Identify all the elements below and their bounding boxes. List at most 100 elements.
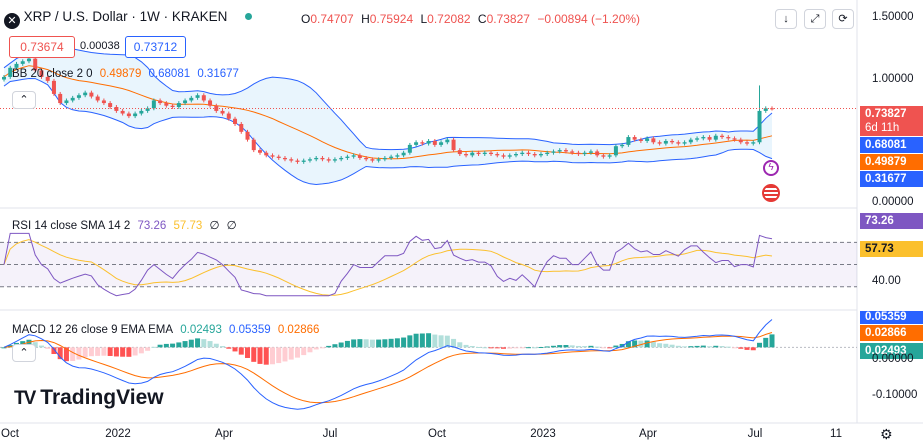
candle-body — [258, 150, 262, 153]
rsi-tick-40: 40.00 — [872, 275, 901, 287]
macd-histogram-bar — [732, 347, 738, 349]
candle-body — [507, 155, 512, 157]
candle-body — [364, 157, 369, 160]
candle-body — [220, 110, 225, 114]
candle-body — [451, 139, 456, 151]
macd-histogram-bar — [575, 345, 581, 348]
candle-body — [370, 159, 375, 161]
price-tick-1-5: 1.50000 — [872, 11, 914, 23]
macd-histogram-bar — [426, 333, 432, 348]
rsi-sma-value: 57.73 — [173, 220, 203, 232]
macd-name[interactable]: MACD 12 26 close 9 EMA EMA — [12, 324, 174, 336]
candle-body — [282, 157, 287, 160]
macd-histogram-bar — [607, 347, 613, 349]
macd-histogram-bar — [650, 341, 656, 348]
candle-body — [395, 155, 400, 157]
collapse-macd-icon[interactable]: ⌃ — [12, 344, 36, 362]
screenshot-button[interactable]: ⟳ — [832, 9, 854, 29]
candle-body — [357, 155, 362, 158]
price-tick-1-0: 1.00000 — [872, 73, 914, 85]
collapse-legend-icon[interactable]: ⌃ — [12, 91, 36, 109]
macd-histogram-bar — [151, 346, 157, 348]
high-label: H — [361, 12, 370, 26]
candle-body — [289, 159, 294, 161]
candle-body — [332, 159, 337, 161]
macd-histogram-bar — [544, 346, 550, 348]
macd-histogram-bar — [170, 343, 176, 348]
bb-name[interactable]: BB 20 close 2 0 — [12, 68, 93, 80]
candle-body — [588, 151, 593, 153]
macd-histogram-bar — [638, 340, 644, 348]
candle-body — [601, 155, 606, 157]
buy-button[interactable]: 0.73712 — [125, 36, 186, 58]
macd-histogram-bar — [394, 338, 400, 348]
rsi-name[interactable]: RSI 14 close SMA 14 2 — [12, 220, 131, 232]
candle-body — [470, 152, 475, 156]
candle-body — [682, 142, 687, 144]
macd-histogram-bar — [457, 342, 463, 348]
macd-histogram-bar — [26, 339, 32, 348]
macd-histogram-bar — [682, 346, 688, 348]
macd-histogram-bar — [313, 347, 319, 350]
settings-gear-icon[interactable]: ⚙ — [880, 426, 893, 442]
macd-tag: 0.05359 — [860, 311, 923, 324]
macd-histogram-bar — [444, 335, 450, 348]
candle-body — [320, 157, 325, 160]
time-label-jul-23: Jul — [747, 428, 763, 440]
macd-histogram-bar — [369, 339, 375, 348]
macd-tick-0: 0.00000 — [872, 353, 914, 365]
macd-histogram-bar — [319, 347, 325, 349]
bb-lower-line — [3, 77, 773, 186]
macd-histogram-bar — [226, 347, 232, 349]
fullscreen-button[interactable]: ⤢ — [804, 9, 826, 29]
macd-histogram-bar — [357, 339, 363, 348]
macd-histogram-bar — [594, 346, 600, 348]
time-label-11: 11 — [830, 428, 842, 440]
bb-basis-line — [3, 65, 773, 160]
macd-value: 0.05359 — [229, 324, 271, 336]
macd-histogram-bar — [563, 345, 569, 348]
macd-histogram-bar — [276, 347, 282, 364]
macd-histogram-bar — [501, 347, 507, 349]
candle-body — [133, 113, 138, 117]
macd-line — [3, 319, 773, 410]
macd-histogram-bar — [632, 340, 638, 348]
time-label-2022: 2022 — [105, 428, 131, 440]
open-value: 0.74707 — [310, 12, 354, 26]
macd-histogram-bar — [401, 337, 407, 348]
macd-histogram-bar — [476, 347, 482, 349]
bb-legend[interactable]: BB 20 close 2 0 0.49879 0.68081 0.31677 — [12, 68, 243, 80]
symbol-title[interactable]: XRP / U.S. Dollar · 1W · KRAKEN — [23, 9, 228, 24]
symbol-title-row[interactable]: ✕ XRP / U.S. Dollar · 1W · KRAKEN — [4, 9, 253, 29]
candle-body — [345, 156, 350, 158]
rsi-legend[interactable]: RSI 14 close SMA 14 2 73.26 57.73 ∅ ∅ — [12, 218, 241, 232]
economic-event-flag-icon[interactable] — [762, 184, 780, 202]
macd-histogram-bar — [301, 347, 307, 356]
macd-legend[interactable]: MACD 12 26 close 9 EMA EMA 0.02493 0.053… — [12, 324, 323, 336]
macd-histogram-bar — [294, 347, 300, 358]
macd-histogram-bar — [282, 347, 288, 362]
candle-body — [532, 154, 537, 156]
candle-body — [520, 152, 525, 155]
macd-histogram-bar — [713, 345, 719, 348]
spread-value: 0.00038 — [80, 40, 120, 52]
candle-body — [670, 140, 675, 143]
dividend-event-icon[interactable]: ϟ — [763, 160, 779, 176]
candle-body — [20, 61, 25, 64]
change-value: −0.00894 (−1.20%) — [537, 12, 641, 26]
macd-histogram-bar — [432, 334, 438, 348]
candle-body — [158, 100, 163, 104]
macd-histogram-bar — [38, 345, 44, 348]
tradingview-logo[interactable]: TV TradingView — [14, 386, 164, 410]
candle-body — [251, 139, 256, 151]
macd-histogram-bar — [220, 346, 226, 348]
sell-button[interactable]: 0.73674 — [9, 36, 75, 58]
candle-body — [701, 137, 706, 139]
candle-body — [551, 151, 556, 153]
candle-body — [563, 150, 568, 152]
scroll-down-button[interactable]: ↓ — [775, 9, 797, 29]
macd-histogram-bar — [263, 347, 269, 365]
candle-body — [439, 142, 444, 145]
macd-histogram-bar — [675, 345, 681, 348]
